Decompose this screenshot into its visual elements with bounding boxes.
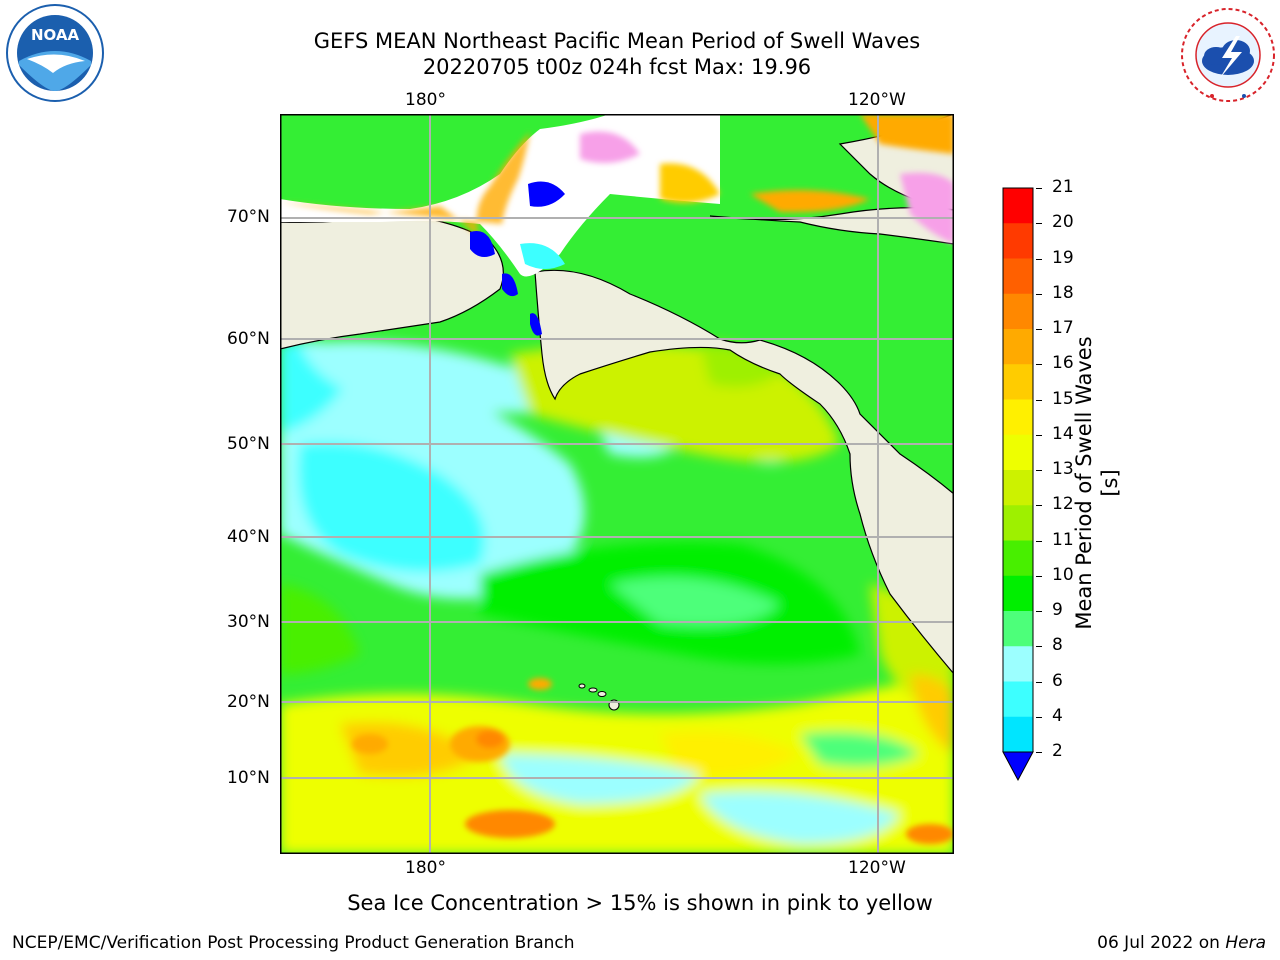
colorbar-tick-mark (1036, 223, 1042, 225)
colorbar-tick-label: 10 (1052, 564, 1074, 585)
colorbar-tick-label: 19 (1052, 247, 1074, 268)
lat-label-10n: 10°N (227, 768, 270, 788)
colorbar-tick-label: 21 (1052, 177, 1074, 197)
footer-host: Hera (1225, 933, 1266, 953)
colorbar-segment (1003, 575, 1033, 612)
colorbar-tick-mark (1036, 716, 1042, 718)
footer-date-text: 06 Jul 2022 on (1097, 933, 1226, 953)
field-patches (280, 340, 954, 854)
colorbar-segment (1003, 223, 1033, 259)
colorbar-segment (1003, 611, 1033, 647)
colorbar-label: Mean Period of Swell Waves [s] (1072, 336, 1122, 630)
colorbar-tick-label: 4 (1052, 705, 1063, 726)
lon-label-bottom-180: 180° (405, 858, 446, 878)
lat-label-50n: 50°N (227, 434, 270, 454)
page-title: GEFS MEAN Northeast Pacific Mean Period … (313, 29, 921, 53)
colorbar-tick-mark (1036, 540, 1042, 542)
colorbar-tick-mark (1036, 575, 1042, 577)
colorbar-segment (1003, 646, 1033, 682)
lat-label-20n: 20°N (227, 692, 270, 712)
cyan-patch-bering (520, 243, 565, 269)
colorbar-tick-label: 2 (1052, 741, 1063, 761)
colorbar-segment (1003, 188, 1033, 224)
colorbar-tick-label: 17 (1052, 318, 1074, 338)
footer-org: NCEP/EMC/Verification Post Processing Pr… (12, 933, 575, 953)
blue-patch-4 (530, 313, 542, 336)
colorbar-tick-mark (1036, 611, 1042, 612)
colorbar-graphic (1002, 187, 1034, 782)
colorbar-tick-label: 8 (1052, 635, 1063, 656)
lat-label-70n: 70°N (227, 207, 270, 227)
colorbar-tick-mark (1036, 505, 1042, 507)
page-subtitle: 20220705 t00z 024h fcst Max: 19.96 (422, 55, 812, 79)
nws-logo (1178, 6, 1278, 104)
colorbar-segment (1003, 716, 1033, 753)
colorbar-segment (1003, 258, 1033, 295)
lon-label-top-180: 180° (405, 90, 446, 110)
colorbar-tick-label: 20 (1052, 212, 1074, 233)
colorbar-frame (1002, 187, 1034, 752)
blue-patch-2 (470, 230, 495, 258)
graticule (280, 114, 954, 854)
colorbar-segment (1003, 505, 1033, 541)
colorbar-tick-label: 6 (1052, 670, 1063, 691)
lon-label-bottom-120w: 120°W (848, 858, 906, 878)
colorbar-tick-mark (1036, 399, 1042, 401)
sea-ice-zone (280, 114, 954, 244)
map-panel (279, 113, 955, 854)
noaa-logo: NOAA (5, 3, 105, 103)
colorbar-tick-mark (1036, 470, 1042, 471)
colorbar-tick-mark (1036, 188, 1042, 189)
colorbar-segment (1003, 364, 1033, 400)
lon-label-top-120w: 120°W (848, 90, 906, 110)
colorbar-tick-label: 18 (1052, 282, 1074, 303)
colorbar-tick-mark (1036, 364, 1042, 366)
colorbar-tick-label: 11 (1052, 529, 1074, 550)
north-america-land (534, 269, 955, 676)
lat-label-30n: 30°N (227, 612, 270, 632)
colorbar-tick-label: 9 (1052, 600, 1063, 620)
colorbar-tick-label: 15 (1052, 388, 1074, 409)
colorbar-under-arrow (1002, 751, 1034, 782)
colorbar-tick-label: 14 (1052, 423, 1074, 444)
colorbar-tick-mark (1036, 329, 1042, 330)
noaa-logo-text: NOAA (31, 26, 80, 44)
lat-label-60n: 60°N (227, 329, 270, 349)
colorbar-segment (1003, 399, 1033, 436)
hot-spots (352, 678, 954, 844)
colorbar-segment (1003, 329, 1033, 365)
colorbar-segment (1003, 540, 1033, 577)
colorbar-tick-mark (1036, 293, 1042, 295)
colorbar-segment (1003, 434, 1033, 471)
colorbar-tick-label: 12 (1052, 494, 1074, 515)
colorbar-tick-mark (1036, 646, 1042, 648)
blue-patch-1 (528, 181, 565, 207)
colorbar-tick-label: 13 (1052, 459, 1074, 479)
colorbar-segment (1003, 470, 1033, 506)
blue-patch-3 (502, 273, 518, 297)
swell-period-map (279, 113, 955, 854)
lat-label-40n: 40°N (227, 527, 270, 547)
colorbar-tick-mark (1036, 258, 1042, 260)
colorbar-tick-label: 16 (1052, 353, 1074, 374)
sea-ice-caption: Sea Ice Concentration > 15% is shown in … (347, 891, 933, 915)
footer-date: 06 Jul 2022 on Hera (1097, 933, 1266, 953)
colorbar-tick-mark (1036, 752, 1042, 753)
colorbar-tick-mark (1036, 681, 1042, 683)
colorbar-segment (1003, 293, 1033, 330)
map-frame (280, 114, 954, 854)
colorbar-segment (1003, 681, 1033, 718)
colorbar (1000, 186, 1036, 786)
colorbar-tick-mark (1036, 434, 1042, 436)
